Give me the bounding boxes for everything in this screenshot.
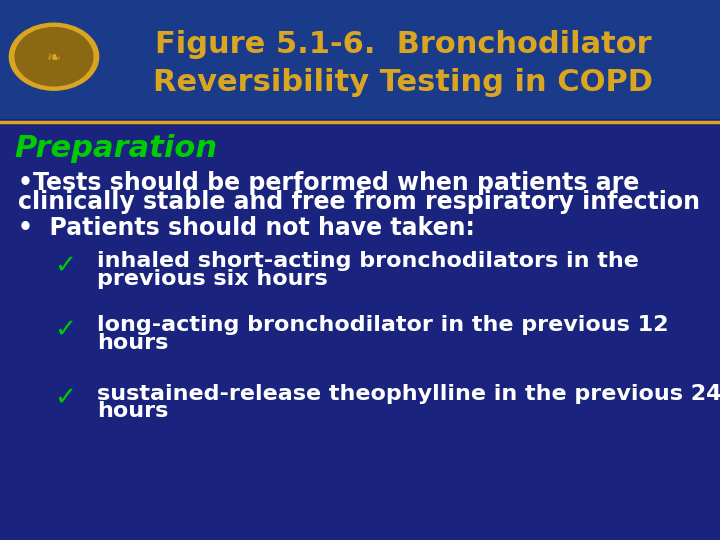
Circle shape [9,23,99,90]
Text: Reversibility Testing in COPD: Reversibility Testing in COPD [153,68,653,97]
Text: clinically stable and free from respiratory infection: clinically stable and free from respirat… [18,191,700,214]
Text: ❧: ❧ [47,49,61,67]
Text: •Tests should be performed when patients are: •Tests should be performed when patients… [18,171,639,194]
Circle shape [15,28,93,86]
Text: ✓: ✓ [54,253,76,279]
FancyBboxPatch shape [0,0,720,119]
Text: sustained-release theophylline in the previous 24: sustained-release theophylline in the pr… [97,383,720,404]
Text: Figure 5.1-6.  Bronchodilator: Figure 5.1-6. Bronchodilator [155,30,652,59]
Text: ✓: ✓ [54,316,76,342]
Text: hours: hours [97,401,168,422]
Text: •  Patients should not have taken:: • Patients should not have taken: [18,216,475,240]
Text: long-acting bronchodilator in the previous 12: long-acting bronchodilator in the previo… [97,315,669,335]
Text: Preparation: Preparation [14,134,217,163]
Text: inhaled short-acting bronchodilators in the: inhaled short-acting bronchodilators in … [97,251,639,272]
Text: ✓: ✓ [54,385,76,411]
Text: hours: hours [97,333,168,353]
Text: previous six hours: previous six hours [97,269,328,289]
